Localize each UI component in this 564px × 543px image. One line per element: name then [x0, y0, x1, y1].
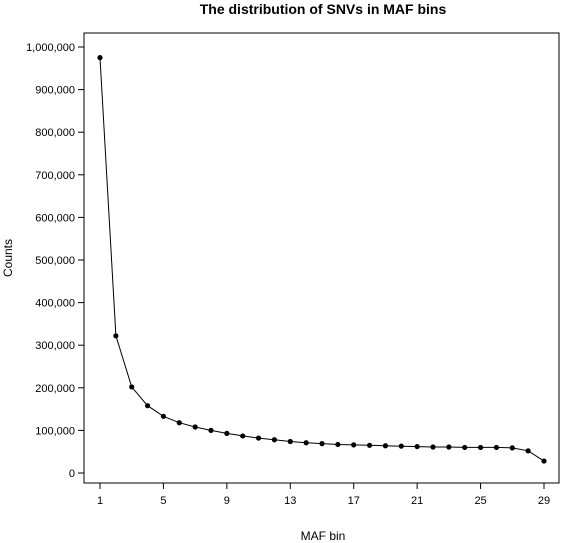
data-series — [97, 55, 547, 464]
y-axis: 0 100,000 200,000 300,000 400,000 500,000 600,… — [26, 42, 84, 480]
data-point — [351, 442, 357, 448]
y-tick-label: 0 — [69, 468, 75, 480]
data-point — [287, 438, 293, 445]
data-point — [176, 420, 182, 426]
data-point — [160, 413, 167, 419]
data-point — [303, 440, 309, 446]
data-point — [414, 443, 420, 450]
data-point — [319, 441, 325, 447]
x-tick-label: 29 — [538, 495, 550, 507]
data-point — [398, 443, 404, 449]
data-point — [224, 430, 230, 436]
x-tick-label: 21 — [411, 495, 423, 507]
y-tick-label: 200,000 — [35, 383, 75, 395]
data-point — [525, 448, 531, 454]
data-point — [462, 444, 468, 451]
y-axis-label: Counts — [1, 239, 15, 277]
data-point — [113, 333, 119, 339]
chart-title: The distribution of SNVs in MAF bins — [200, 1, 447, 17]
y-tick-label: 800,000 — [35, 127, 75, 139]
y-tick-label: 300,000 — [35, 340, 75, 352]
data-point — [477, 444, 484, 451]
y-tick-label: 1,000,000 — [26, 42, 75, 54]
y-tick-label: 100,000 — [35, 425, 75, 437]
series-line — [99, 57, 545, 462]
y-tick-label: 700,000 — [35, 170, 75, 182]
data-point — [509, 445, 515, 451]
data-point — [366, 442, 373, 448]
x-axis: 1 5 9 13 17 21 25 29 — [97, 483, 550, 507]
data-point — [541, 458, 547, 464]
x-tick-label: 17 — [348, 495, 360, 507]
data-point — [144, 403, 151, 409]
data-point — [446, 444, 452, 450]
x-axis-label: MAF bin — [301, 529, 346, 543]
data-point — [271, 437, 278, 443]
y-tick-label: 400,000 — [35, 298, 75, 310]
data-point — [255, 435, 262, 441]
plot-frame — [83, 32, 560, 484]
x-tick-label: 13 — [284, 495, 296, 507]
data-point — [493, 444, 500, 451]
x-tick-label: 5 — [160, 495, 166, 507]
x-tick-label: 9 — [224, 495, 230, 507]
data-point — [240, 433, 246, 439]
y-tick-label: 600,000 — [35, 212, 75, 224]
data-point — [129, 384, 135, 390]
data-point — [97, 55, 103, 61]
data-point — [382, 443, 389, 449]
data-point — [208, 427, 214, 433]
x-tick-label: 1 — [97, 495, 103, 507]
data-point — [335, 441, 341, 448]
y-tick-label: 900,000 — [35, 85, 75, 97]
x-tick-label: 25 — [474, 495, 486, 507]
data-point — [192, 424, 198, 430]
y-tick-label: 500,000 — [35, 255, 75, 267]
data-point — [430, 444, 436, 450]
